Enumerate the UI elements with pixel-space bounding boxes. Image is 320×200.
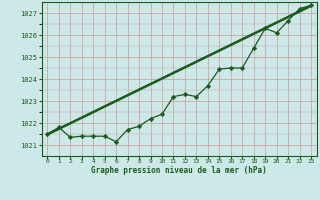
X-axis label: Graphe pression niveau de la mer (hPa): Graphe pression niveau de la mer (hPa): [91, 166, 267, 175]
